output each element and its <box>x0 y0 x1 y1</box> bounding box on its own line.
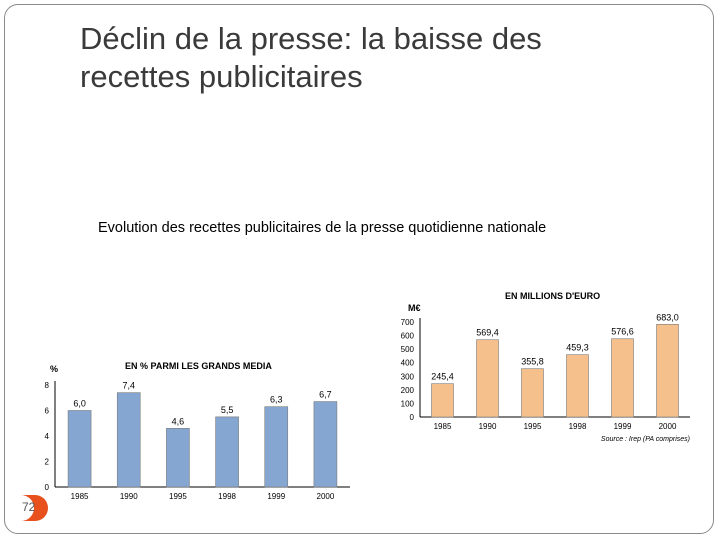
data-label: 459,3 <box>566 343 589 353</box>
x-tick-label: 1985 <box>434 422 452 431</box>
bar <box>476 339 499 418</box>
x-tick-label: 1990 <box>120 492 138 501</box>
bar <box>566 354 589 418</box>
data-label: 355,8 <box>521 357 544 367</box>
data-label: 6,0 <box>73 399 86 409</box>
data-label: 5,5 <box>221 405 234 415</box>
y-tick-label: 600 <box>401 332 415 341</box>
percent-bar-chart: EN % PARMI LES GRANDS MEDIA% 0 2 4 6 8 6,0 1985… <box>45 361 350 501</box>
bar <box>264 406 289 488</box>
chart-caption: Evolution des recettes publicitaires de … <box>98 220 547 236</box>
data-label: 6,7 <box>319 390 332 400</box>
source-note: Source : Irep (PA comprises) <box>601 436 690 443</box>
euro-bar-chart: EN MILLIONS D'EURO M€ 0 100 200 300 400 500 600 7… <box>401 291 690 443</box>
x-tick-label: 2000 <box>317 492 335 501</box>
x-tick-label: 1985 <box>71 492 89 501</box>
y-axis-unit-label: M€ <box>408 303 421 313</box>
data-label: 6,3 <box>270 395 283 405</box>
x-tick-label: 1999 <box>614 422 632 431</box>
data-label: 569,4 <box>476 328 499 338</box>
title-line-1: Déclin de la presse: la baisse des <box>80 21 542 56</box>
y-tick-label: 2 <box>45 458 50 467</box>
x-tick-label: 2000 <box>659 422 677 431</box>
bar <box>521 368 544 418</box>
slide-frame <box>4 4 714 534</box>
bar <box>116 392 141 488</box>
y-tick-label: 8 <box>45 381 50 390</box>
data-label: 576,6 <box>611 327 634 337</box>
y-tick-label: 300 <box>401 372 415 381</box>
bar <box>431 383 454 418</box>
data-label: 245,4 <box>431 372 454 382</box>
bar <box>67 410 92 488</box>
y-tick-label: 0 <box>410 413 415 422</box>
slide-number-badge: 72 <box>10 495 48 521</box>
data-label: 4,6 <box>172 416 185 426</box>
data-label: 683,0 <box>656 312 679 322</box>
y-tick-label: 500 <box>401 345 415 354</box>
x-tick-label: 1995 <box>524 422 542 431</box>
x-tick-label: 1998 <box>569 422 587 431</box>
slide-title: Déclin de la presse: la baisse des recet… <box>80 20 680 96</box>
x-tick-label: 1990 <box>479 422 497 431</box>
data-label: 7,4 <box>122 381 135 391</box>
title-line-2: recettes publicitaires <box>80 59 363 94</box>
x-tick-label: 1998 <box>218 492 236 501</box>
bar <box>166 428 190 488</box>
bar <box>656 324 679 418</box>
y-tick-label: 700 <box>401 318 415 327</box>
y-tick-label: 200 <box>401 386 415 395</box>
x-tick-label: 1995 <box>169 492 187 501</box>
bar <box>215 416 239 488</box>
y-axis-unit-label: % <box>50 364 58 374</box>
chart-title: EN % PARMI LES GRANDS MEDIA <box>125 361 272 371</box>
x-tick-label: 1999 <box>267 492 285 501</box>
chart-title: EN MILLIONS D'EURO <box>505 291 600 301</box>
bar <box>313 401 338 488</box>
y-tick-label: 0 <box>45 483 50 492</box>
bar <box>611 338 634 418</box>
slide-number: 72 <box>22 500 36 514</box>
y-tick-label: 400 <box>401 359 415 368</box>
y-tick-label: 100 <box>401 399 415 408</box>
y-tick-label: 6 <box>45 407 50 416</box>
y-tick-label: 4 <box>45 432 50 441</box>
slide-number-inner <box>10 495 34 521</box>
